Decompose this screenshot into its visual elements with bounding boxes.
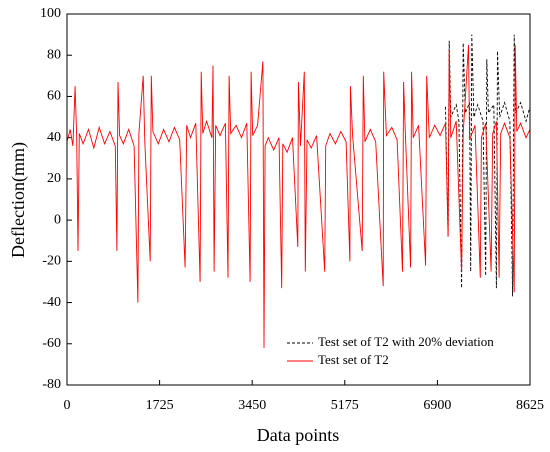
y-tick-label: -80 (42, 377, 61, 392)
x-tick-label: 8625 (516, 398, 544, 413)
y-tick-label: -20 (42, 254, 61, 269)
y-tick-label: -40 (42, 295, 61, 310)
x-tick-label: 1725 (146, 398, 174, 413)
x-tick-label: 6900 (423, 398, 451, 413)
data-line (66, 44, 531, 348)
y-tick-label: 100 (40, 6, 61, 21)
x-tick-label: 5175 (331, 398, 359, 413)
x-tick-label: 0 (64, 398, 71, 413)
y-tick-label: 60 (47, 89, 61, 104)
y-tick-label: 40 (47, 130, 61, 145)
x-tick-label: 3450 (238, 398, 266, 413)
legend-label: Test set of T2 with 20% deviation (318, 334, 494, 349)
legend-label: Test set of T2 (318, 352, 389, 367)
y-tick-label: 20 (47, 171, 61, 186)
y-tick-label: -60 (42, 336, 61, 351)
y-tick-label: 0 (54, 212, 61, 227)
y-axis-title: Deflection(mm) (8, 142, 29, 258)
data-line (445, 34, 531, 297)
plot-frame (66, 13, 531, 386)
y-tick-label: 80 (47, 47, 61, 62)
x-axis-title: Data points (257, 425, 340, 445)
